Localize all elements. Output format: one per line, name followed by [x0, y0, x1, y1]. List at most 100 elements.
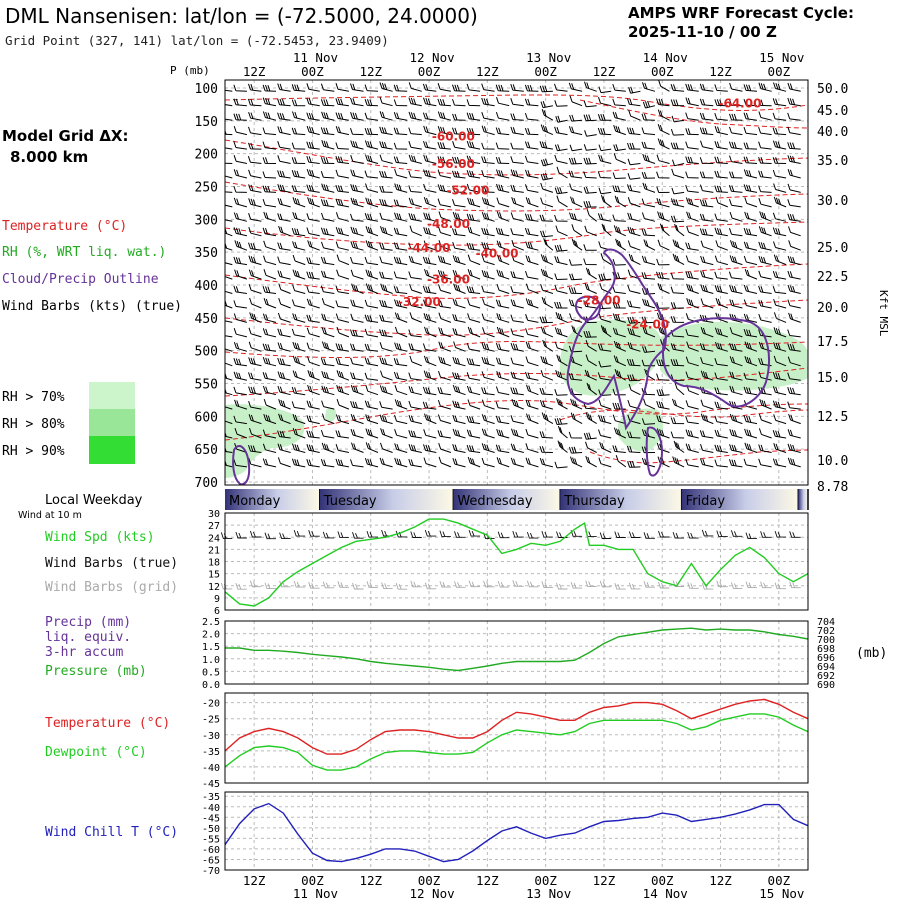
wind-barb: [699, 127, 714, 136]
wind-barb: [685, 458, 699, 468]
wind-barb: [772, 227, 787, 237]
wind-barb: [642, 100, 656, 109]
wind-barb: [248, 198, 262, 208]
wind-barb: [773, 196, 787, 208]
wind-barb: [393, 127, 408, 136]
wind-barb: [291, 157, 306, 164]
wind-barb: [335, 142, 349, 150]
wind-barb: [306, 184, 320, 193]
wind-barb: [583, 300, 597, 309]
wind-barb: [525, 341, 539, 352]
surface-wind-barb: [687, 531, 699, 539]
isotherm-label: -52.00: [446, 183, 489, 197]
wind-barb: [262, 171, 277, 179]
wind-barb: [306, 168, 320, 179]
wind-barb: [787, 155, 801, 164]
wind-barb: [525, 184, 539, 193]
wind-barb: [670, 431, 685, 439]
wind-barb: [452, 127, 466, 136]
wind-barb: [277, 328, 291, 338]
wind-barb: [656, 198, 670, 208]
bottom-time-tick: 12Z: [709, 873, 732, 888]
wind-barb: [495, 227, 510, 237]
wind-barb: [525, 443, 539, 453]
wind-barb: [320, 285, 335, 294]
surface-wind-barb: [512, 530, 524, 538]
wind-barb: [554, 341, 568, 352]
wind-barb: [394, 168, 408, 179]
surface-wind-barb: [599, 532, 612, 539]
wind-barb: [743, 372, 758, 381]
temperature-axes: -45 -40 -35 -30 -25 -20: [202, 692, 809, 790]
wind-barb: [787, 270, 801, 280]
wind-barb: [364, 112, 379, 121]
wind-barb: [772, 400, 787, 410]
wind-barb: [233, 84, 247, 92]
wind-barb: [248, 444, 262, 453]
wind-barb: [641, 171, 656, 179]
wind-chill-tick-label: -35: [202, 792, 220, 803]
wind-barb: [685, 255, 699, 266]
wind-barb: [306, 400, 320, 410]
wind-barb: [291, 99, 306, 107]
wind-barb: [511, 254, 524, 266]
pressure-tick-label: 300: [195, 213, 218, 228]
wind-barb: [233, 169, 248, 179]
wind-barb: [350, 155, 364, 164]
wind-barb: [394, 299, 408, 309]
wind-barb: [350, 256, 364, 266]
wind-barb: [394, 457, 408, 468]
surface-wind-barb: [760, 531, 772, 538]
wind-barb: [627, 284, 641, 294]
wind-barb: [307, 356, 320, 367]
wind-barb: [379, 96, 393, 107]
wind-barb: [379, 198, 393, 208]
wind-barb: [612, 98, 626, 107]
wind-barb: [686, 283, 699, 294]
wind-barb: [466, 213, 481, 222]
wind-barb: [291, 127, 306, 136]
wind-barb: [423, 197, 437, 208]
temperature-tick-label: -30: [202, 731, 220, 742]
surface-wind-barb: [483, 580, 495, 588]
wind-barb: [262, 111, 277, 121]
wind-barb: [263, 255, 277, 266]
wind-barb: [626, 358, 641, 367]
wind-barb: [452, 328, 466, 338]
surface-wind-barb: [730, 582, 743, 589]
wind-barb: [583, 244, 597, 251]
wind-barb: [772, 386, 787, 396]
wind-barb: [380, 370, 393, 381]
wind-barb: [627, 158, 641, 166]
wind-barb: [225, 89, 233, 92]
wind-barb: [233, 256, 247, 266]
wind-barb: [233, 415, 247, 425]
wind-barb: [685, 328, 699, 338]
wind-barb: [379, 212, 393, 222]
isotherm-label: -64.00: [719, 97, 762, 111]
wind-barb: [541, 296, 554, 309]
cloud-outline-low: [645, 426, 664, 477]
wind-barb: [557, 440, 568, 453]
wind-barb: [585, 441, 597, 453]
wind-barb: [408, 213, 422, 222]
wind-barb: [743, 386, 758, 396]
wind-barb: [262, 313, 277, 323]
wind-barb: [291, 142, 306, 150]
wind-barb: [277, 371, 291, 381]
wind-barb: [714, 429, 728, 439]
wind-barb: [423, 355, 437, 367]
temperature-grid: [225, 693, 808, 784]
wind-barb: [408, 400, 422, 410]
cross-section-grid: [225, 80, 808, 485]
wind-barb: [423, 457, 437, 468]
wind-barb: [321, 371, 335, 381]
wind-barb: [525, 298, 539, 309]
wind-barb: [495, 127, 510, 136]
wind-barb: [787, 183, 801, 193]
wind-barb: [262, 458, 277, 468]
wind-barb: [423, 227, 437, 237]
wind-barb: [225, 276, 233, 280]
wind-barb: [292, 211, 306, 222]
wind-barb: [394, 429, 408, 439]
